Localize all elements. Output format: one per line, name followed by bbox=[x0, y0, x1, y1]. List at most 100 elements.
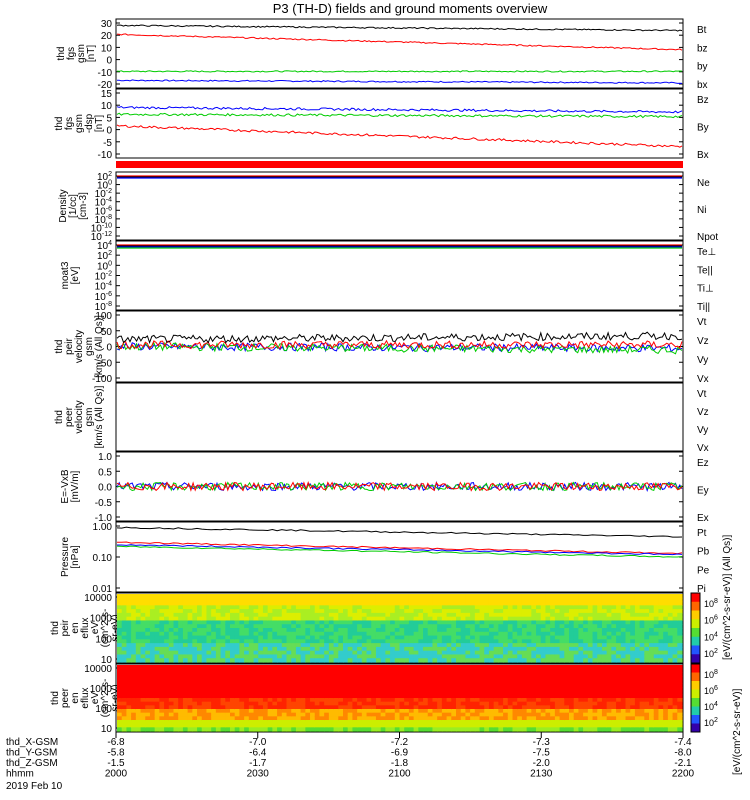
spectrogram-cell bbox=[456, 701, 462, 706]
spectrogram-cell bbox=[206, 701, 212, 706]
spectrogram-cell bbox=[178, 665, 184, 670]
spectrogram-cell bbox=[432, 635, 438, 640]
spectrogram-cell bbox=[375, 723, 382, 728]
spectrogram-cell bbox=[258, 698, 264, 703]
spectrogram-cell bbox=[399, 665, 405, 670]
spectrogram-cell bbox=[262, 690, 269, 695]
spectrogram-cell bbox=[131, 620, 137, 625]
spectrogram-cell bbox=[526, 687, 532, 692]
spectrogram-cell bbox=[225, 646, 231, 652]
spectrogram-cell bbox=[649, 605, 655, 610]
spectrogram-cell bbox=[164, 690, 170, 695]
spectrogram-cell bbox=[432, 643, 438, 648]
spectrogram-cell bbox=[375, 720, 382, 725]
spectrogram-cell bbox=[512, 658, 518, 663]
spectrogram-cell bbox=[583, 654, 589, 659]
spectrogram-cell bbox=[512, 612, 518, 618]
spectrogram-cell bbox=[630, 723, 636, 728]
spectrogram-cell bbox=[352, 620, 358, 625]
spectrogram-cell bbox=[338, 709, 344, 714]
spectrogram-cell bbox=[286, 672, 292, 677]
spectrogram-cell bbox=[404, 643, 410, 648]
spectrogram-cell bbox=[258, 665, 264, 670]
spectrogram-cell bbox=[215, 639, 222, 644]
spectrogram-cell bbox=[423, 716, 429, 721]
spectrogram-cell bbox=[149, 628, 156, 633]
spectrogram-cell bbox=[164, 654, 170, 659]
spectrogram-cell bbox=[333, 620, 339, 625]
spectrogram-cell bbox=[295, 594, 302, 599]
spectrogram-cell bbox=[573, 672, 580, 677]
spectrogram-cell bbox=[164, 601, 170, 606]
spectrogram-cell bbox=[366, 668, 372, 673]
spectrogram-cell bbox=[639, 668, 645, 673]
spectrogram-cell bbox=[121, 639, 128, 644]
spectrogram-cell bbox=[531, 650, 537, 656]
spectrogram-cell bbox=[644, 709, 650, 714]
spectrogram-cell bbox=[295, 650, 302, 656]
spectrogram-cell bbox=[244, 712, 250, 717]
spectrogram-cell bbox=[573, 676, 580, 681]
spectrogram-cell bbox=[672, 658, 678, 663]
spectrogram-cell bbox=[239, 639, 245, 644]
spectrogram-cell bbox=[672, 597, 678, 603]
spectrogram-cell bbox=[277, 654, 283, 659]
spectrogram-cell bbox=[352, 609, 358, 614]
time-row-value: -2.1 bbox=[674, 758, 692, 769]
spectrogram-cell bbox=[677, 712, 683, 717]
spectrogram-cell bbox=[625, 612, 631, 618]
spectrogram-cell bbox=[149, 646, 156, 652]
spectrogram-cell bbox=[616, 616, 622, 622]
spectrogram-cell bbox=[611, 639, 617, 644]
spectrogram-cell bbox=[347, 709, 354, 714]
spectrogram-cell bbox=[343, 687, 349, 692]
spectrogram-cell bbox=[187, 683, 193, 688]
spectrogram-cell bbox=[667, 676, 674, 681]
spectrogram-cell bbox=[286, 716, 292, 721]
spectrogram-cell bbox=[201, 712, 208, 717]
spectrogram-cell bbox=[220, 616, 226, 622]
spectrogram-cell bbox=[620, 616, 627, 622]
spectrogram-cell bbox=[140, 612, 146, 618]
spectrogram-cell bbox=[328, 654, 335, 659]
spectrogram-cell bbox=[418, 616, 424, 622]
spectrogram-cell bbox=[258, 683, 264, 688]
spectrogram-cell bbox=[258, 624, 264, 629]
spectrogram-cell bbox=[338, 601, 344, 606]
spectrogram-cell bbox=[300, 643, 306, 648]
spectrogram-cell bbox=[625, 639, 631, 644]
spectrogram-cell bbox=[667, 654, 674, 659]
spectrogram-cell bbox=[328, 601, 335, 606]
spectrogram-cell bbox=[653, 658, 660, 663]
spectrogram-cell bbox=[484, 687, 490, 692]
spectrogram-cell bbox=[465, 628, 471, 633]
spectrogram-cell bbox=[649, 712, 655, 717]
spectrogram-cell bbox=[324, 601, 330, 606]
spectrogram-cell bbox=[545, 665, 551, 670]
legend-density-Ne: Ne bbox=[697, 178, 710, 189]
spectrogram-cell bbox=[653, 624, 660, 629]
ytick-label: -10 bbox=[98, 68, 113, 79]
spectrogram-cell bbox=[197, 727, 203, 732]
spectrogram-cell bbox=[667, 594, 674, 599]
spectrogram-cell bbox=[234, 639, 241, 644]
spectrogram-cell bbox=[375, 698, 382, 703]
spectrogram-cell bbox=[154, 624, 160, 629]
spectrogram-cell bbox=[470, 597, 476, 603]
spectrogram-cell bbox=[258, 646, 264, 652]
spectrogram-cell bbox=[479, 668, 485, 673]
spectrogram-cell bbox=[592, 672, 598, 677]
spectrogram-cell bbox=[418, 646, 424, 652]
ylabel-line: gsm bbox=[84, 408, 95, 427]
spectrogram-cell bbox=[343, 683, 349, 688]
spectrogram-cell bbox=[601, 620, 608, 625]
spectrogram-cell bbox=[305, 712, 311, 717]
spectrogram-cell bbox=[569, 705, 575, 710]
spectrogram-cell bbox=[262, 723, 269, 728]
spectrogram-cell bbox=[503, 650, 509, 656]
spectrogram-cell bbox=[305, 616, 311, 622]
spectrogram-cell bbox=[390, 679, 396, 684]
spectrogram-cell bbox=[135, 712, 142, 717]
spectrogram-cell bbox=[328, 631, 335, 637]
spectrogram-cell bbox=[460, 658, 467, 663]
